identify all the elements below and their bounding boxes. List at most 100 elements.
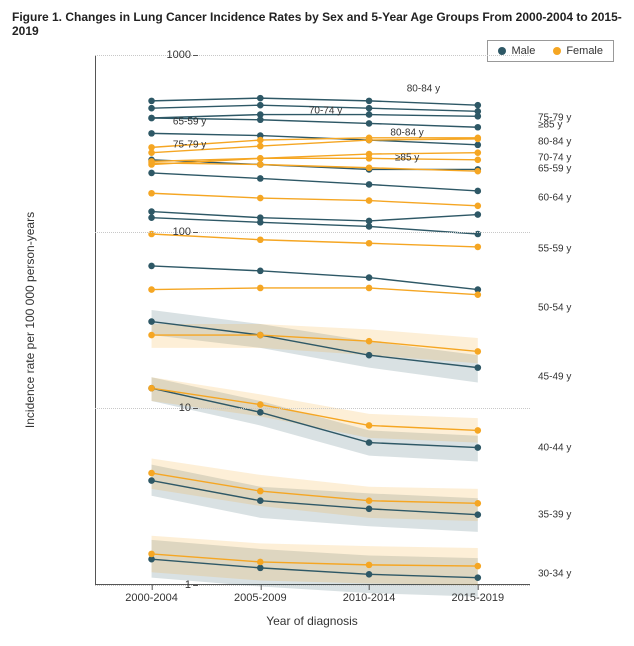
series-marker [148, 286, 155, 293]
y-gridline [95, 585, 530, 586]
series-marker [257, 95, 264, 102]
series-marker [366, 285, 373, 292]
series-marker [366, 105, 373, 112]
figure-container: Figure 1. Changes in Lung Cancer Inciden… [0, 0, 634, 646]
series-marker [475, 188, 482, 195]
series-marker [148, 208, 155, 215]
series-marker [148, 190, 155, 197]
series-marker [366, 111, 373, 118]
series-marker [257, 401, 264, 408]
series-marker [475, 563, 482, 570]
series-marker [257, 565, 264, 572]
legend-label-female: Female [566, 45, 603, 57]
series-marker [257, 409, 264, 416]
y-tick-label: 1 [185, 579, 191, 591]
series-marker [148, 551, 155, 558]
series-marker [148, 214, 155, 221]
series-marker [366, 197, 373, 204]
y-gridline [95, 55, 530, 56]
x-tick-label: 2005-2009 [234, 592, 287, 604]
series-marker [366, 155, 373, 162]
series-marker [257, 497, 264, 504]
series-marker [366, 120, 373, 127]
legend-swatch-male [498, 47, 506, 55]
series-right-label: ≥85 y [538, 120, 562, 131]
series-marker [475, 203, 482, 210]
series-right-label: 65-59 y [538, 164, 571, 175]
series-marker [366, 240, 373, 247]
series-marker [257, 143, 264, 150]
series-marker [366, 137, 373, 144]
series-marker [148, 105, 155, 112]
series-marker [475, 291, 482, 298]
series-marker [257, 116, 264, 123]
series-marker [475, 244, 482, 251]
series-marker [148, 318, 155, 325]
series-marker [366, 505, 373, 512]
series-marker [257, 332, 264, 339]
series-marker [475, 427, 482, 434]
series-right-label: 35-39 y [538, 509, 571, 520]
series-inner-label: 80-84 y [407, 84, 440, 95]
series-marker [257, 161, 264, 168]
series-marker [366, 562, 373, 569]
series-inner-label: 75-79 y [173, 139, 206, 150]
series-inner-label: 65-59 y [173, 116, 206, 127]
x-tick-label: 2000-2004 [125, 592, 178, 604]
series-marker [366, 439, 373, 446]
series-marker [475, 157, 482, 164]
y-tick-label: 1000 [167, 49, 191, 61]
y-gridline [95, 232, 530, 233]
series-marker [475, 500, 482, 507]
series-marker [148, 160, 155, 167]
series-marker [366, 571, 373, 578]
series-marker [148, 263, 155, 270]
series-marker [148, 115, 155, 122]
series-marker [148, 98, 155, 105]
series-marker [148, 332, 155, 339]
series-marker [475, 211, 482, 218]
series-marker [257, 102, 264, 109]
series-right-label: 70-74 y [538, 153, 571, 164]
series-marker [366, 223, 373, 230]
series-marker [257, 268, 264, 275]
series-marker [366, 338, 373, 345]
series-marker [366, 181, 373, 188]
series-marker [257, 236, 264, 243]
series-marker [475, 136, 482, 143]
x-tick-label: 2015-2019 [451, 592, 504, 604]
y-tick-label: 100 [173, 226, 191, 238]
series-marker [257, 175, 264, 182]
series-marker [366, 352, 373, 359]
series-right-label: 40-44 y [538, 442, 571, 453]
series-marker [148, 385, 155, 392]
series-marker [366, 164, 373, 171]
series-marker [257, 195, 264, 202]
series-marker [257, 155, 264, 162]
series-marker [475, 364, 482, 371]
series-marker [148, 470, 155, 477]
legend-item-female: Female [553, 45, 603, 57]
series-right-label: 80-84 y [538, 137, 571, 148]
series-right-label: 45-49 y [538, 372, 571, 383]
series-marker [475, 124, 482, 131]
series-marker [475, 149, 482, 156]
series-marker [257, 219, 264, 226]
series-points-layer [95, 55, 530, 585]
series-marker [475, 444, 482, 451]
y-gridline [95, 408, 530, 409]
series-marker [148, 477, 155, 484]
series-marker [475, 142, 482, 149]
series-marker [475, 113, 482, 120]
y-axis-label: Incidence rate per 100 000 person-years [23, 212, 37, 428]
series-marker [366, 274, 373, 281]
series-marker [148, 149, 155, 156]
series-right-label: 55-59 y [538, 243, 571, 254]
series-inner-label: ≥85 y [395, 153, 419, 164]
series-marker [257, 137, 264, 144]
series-right-label: 30-34 y [538, 569, 571, 580]
series-inner-label: 70-74 y [309, 106, 342, 117]
series-right-label: 60-64 y [538, 193, 571, 204]
series-marker [257, 559, 264, 566]
series-marker [475, 102, 482, 109]
